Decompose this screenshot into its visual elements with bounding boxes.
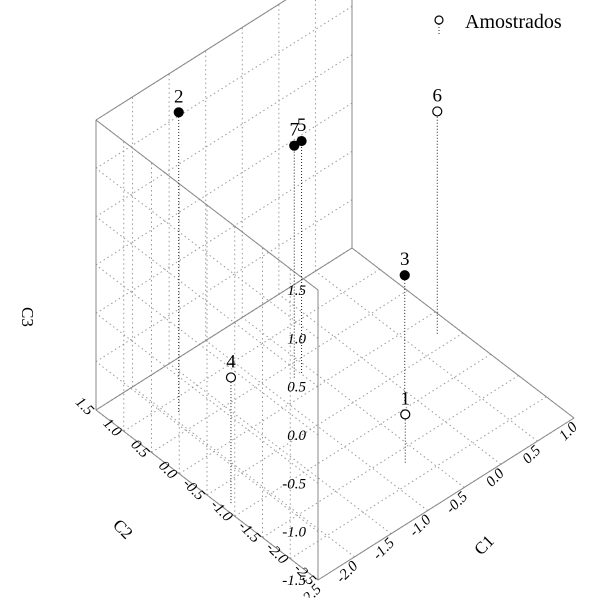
y-tick-label: -1.0 — [207, 497, 235, 525]
legend-marker — [434, 15, 444, 25]
x-tick-label: 1.0 — [556, 419, 581, 444]
box-edge — [95, 119, 319, 291]
floor-gridline — [289, 396, 547, 560]
z-tick-label: -1.5 — [282, 573, 306, 589]
x-tick-label: -0.5 — [443, 489, 471, 517]
legend: Amostrados — [434, 11, 562, 34]
z-tick-label: 1.5 — [287, 283, 306, 299]
z-tick-label: -1.0 — [282, 525, 306, 541]
right-wall-gridline — [95, 150, 353, 314]
left-wall-gridline — [95, 264, 319, 436]
legend-entry: Amostrados — [465, 11, 562, 33]
y-tick-label: 1.0 — [100, 416, 125, 441]
z-axis-title: C3 — [18, 307, 37, 327]
right-wall-gridline — [95, 199, 353, 363]
y-axis-line — [95, 409, 319, 581]
point-label: 4 — [226, 351, 236, 372]
y-tick-label: -2.0 — [263, 539, 291, 567]
left-wall-gridline — [95, 216, 319, 388]
floor-gridline — [132, 386, 355, 558]
box-edges — [95, 0, 575, 581]
left-wall-gridline — [95, 167, 319, 339]
box-edge — [351, 247, 575, 419]
x-axis-title: C1 — [470, 531, 497, 558]
floor-gridline — [241, 317, 465, 488]
box-edge — [95, 0, 287, 121]
point-label: 5 — [297, 115, 307, 136]
grid — [95, 0, 575, 581]
right-wall-gridline — [95, 54, 353, 218]
point-label: 6 — [433, 85, 443, 106]
data-point — [432, 106, 443, 117]
data-point — [400, 409, 411, 420]
point-label: 2 — [174, 86, 184, 107]
data-point — [289, 140, 300, 151]
floor-gridline — [205, 340, 429, 511]
data-points: 1 2 3 4 5 6 7 — [173, 85, 443, 420]
x-tick-label: -1.5 — [370, 535, 398, 563]
y-tick-label: 0.5 — [127, 437, 152, 462]
point-label: 3 — [400, 249, 410, 270]
floor-gridline — [178, 311, 436, 475]
y-tick-label: 1.5 — [72, 394, 97, 419]
floor-gridline — [151, 290, 408, 453]
x-tick-label: 0.0 — [483, 465, 508, 490]
floor-gridline — [315, 270, 538, 442]
x-tick-label: -2.0 — [333, 558, 361, 586]
x-tick-label: 0.5 — [520, 442, 545, 467]
x-axis-line — [317, 417, 575, 581]
y-tick-label: 0.0 — [155, 458, 180, 483]
z-tick-label: 0.0 — [287, 428, 306, 444]
floor-gridline — [262, 375, 519, 538]
right-wall-gridline — [95, 0, 287, 121]
y-tick-label: -0.5 — [179, 476, 207, 504]
data-point — [296, 135, 307, 147]
data-point — [173, 107, 184, 118]
data-point — [225, 372, 237, 383]
z-tick-label: -0.5 — [282, 476, 306, 492]
y-axis-title: C2 — [109, 515, 136, 542]
floor-gridline — [234, 353, 492, 517]
right-wall-gridline — [95, 5, 353, 169]
z-tick-label: 1.0 — [287, 331, 306, 347]
drop-lines — [178, 111, 438, 504]
x-tick-label: -1.0 — [406, 512, 434, 540]
right-wall-gridline — [95, 102, 353, 266]
y-tick-label: -1.5 — [235, 518, 263, 546]
tick-labels: -1.5-1.0-0.50.00.51.01.5-2.5-2.0-1.5-1.0… — [72, 283, 581, 598]
left-wall-gridline — [95, 312, 319, 484]
point-label: 7 — [290, 120, 300, 141]
floor-gridline — [206, 332, 464, 496]
z-tick-label: 0.5 — [287, 380, 306, 396]
left-wall-gridline — [95, 361, 319, 533]
point-label: 1 — [401, 388, 411, 409]
floor-gridline — [123, 268, 381, 432]
box-edge — [95, 247, 353, 411]
data-point — [399, 270, 410, 281]
